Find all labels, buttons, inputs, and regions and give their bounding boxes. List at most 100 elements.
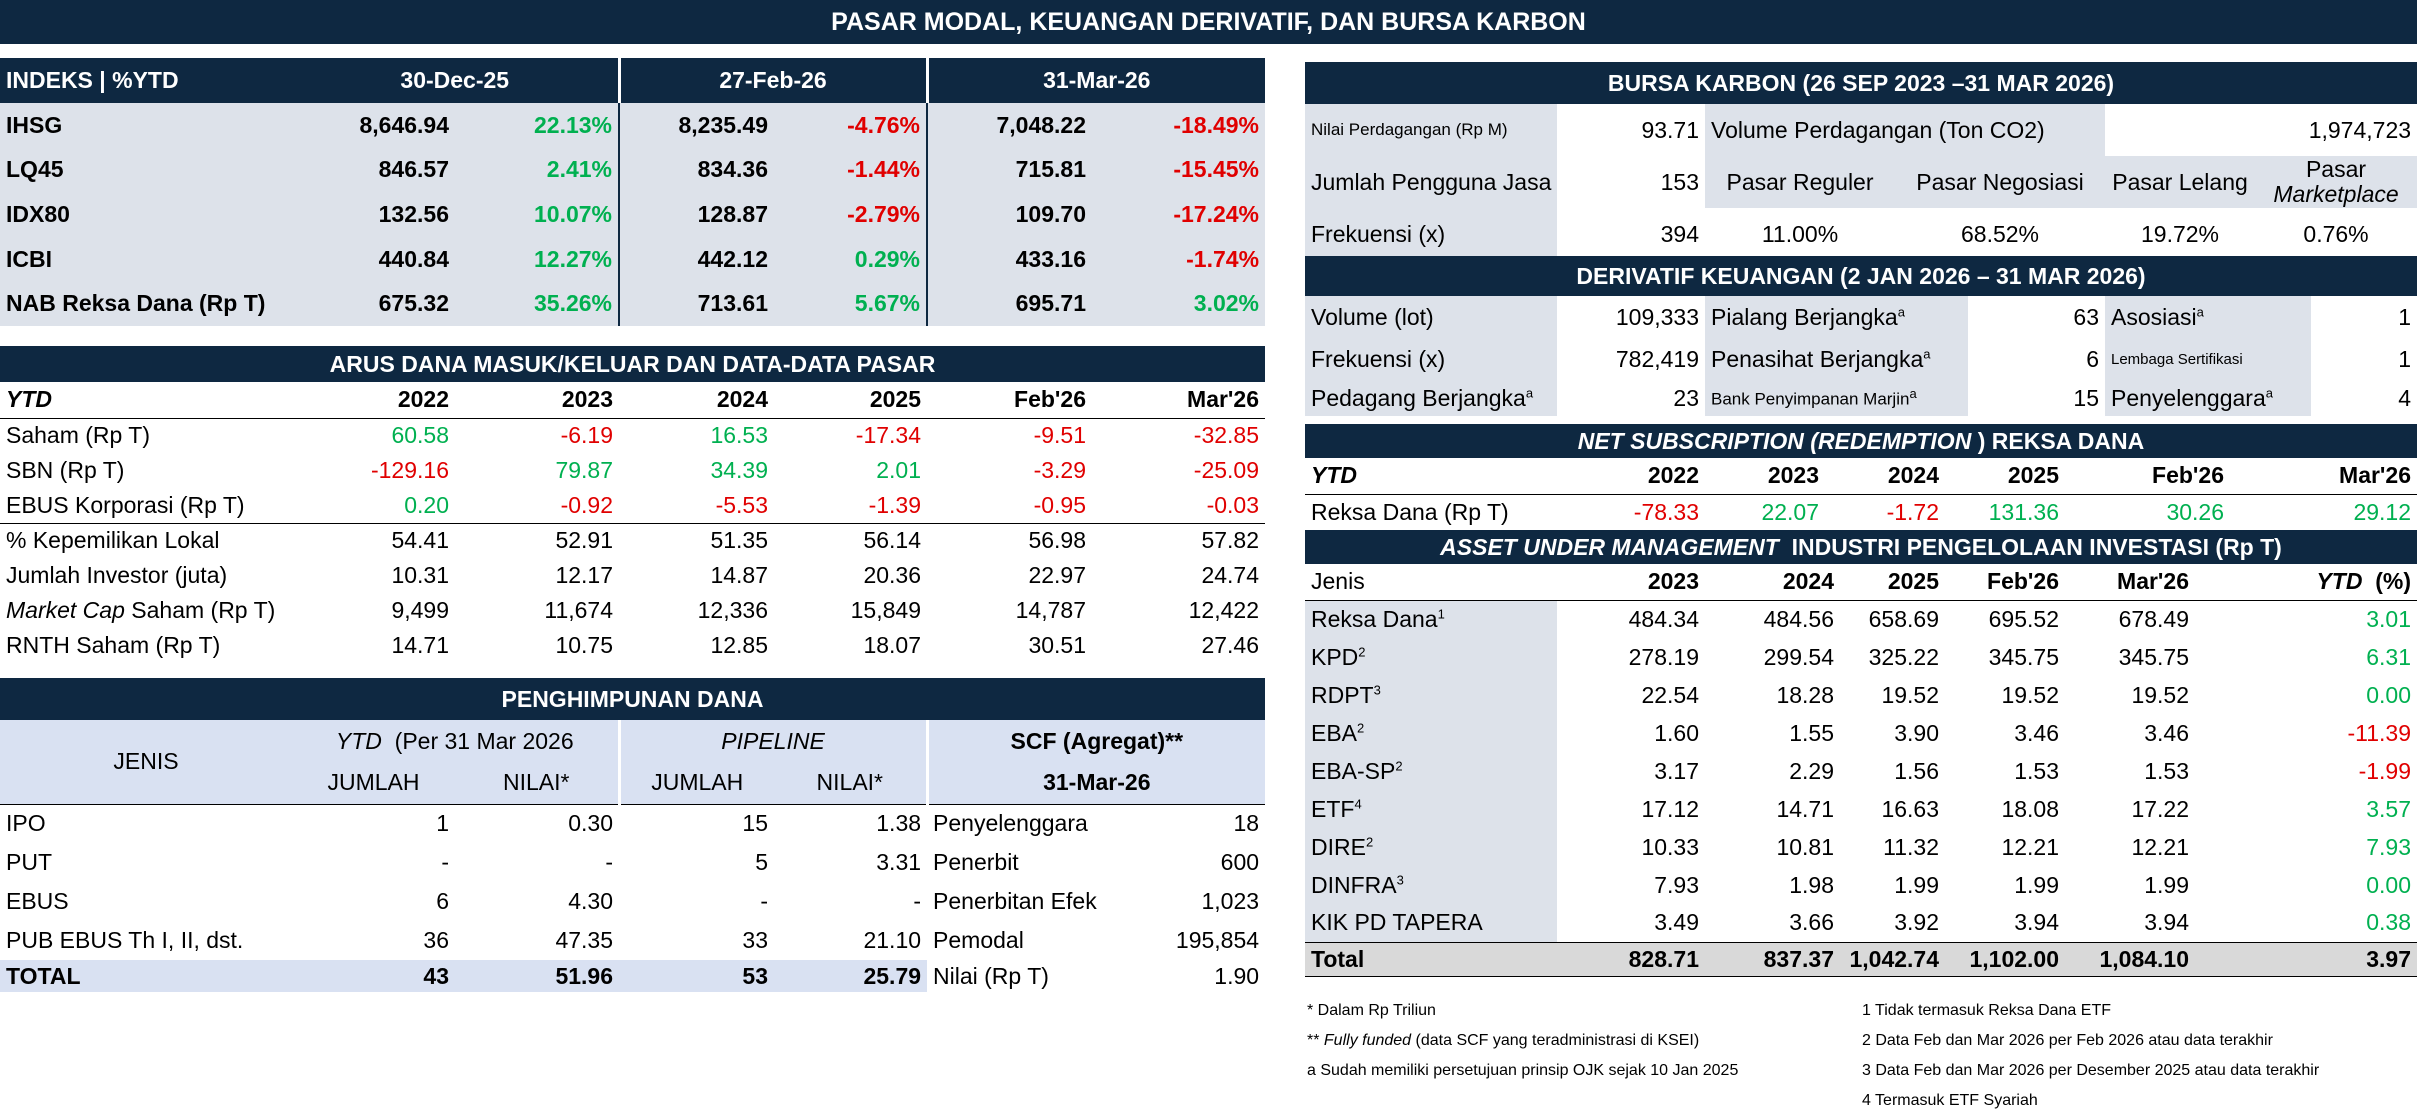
himpun-scf-value: 600 <box>1220 849 1260 875</box>
arus-value: 52.91 <box>455 522 619 558</box>
netsub-feb: 30.26 <box>2065 493 2230 530</box>
page-title: PASAR MODAL, KEUANGAN DERIVATIF, DAN BUR… <box>0 0 2417 44</box>
aum-row: DIRE2 10.33 10.81 11.32 12.21 12.21 7.93 <box>1305 828 2417 866</box>
karbon-pasar-lelang-value: 19.72% <box>2141 220 2220 247</box>
aum-value: 22.54 <box>1641 681 1699 708</box>
aum-value: 10.81 <box>1776 833 1834 860</box>
derivatif-table: DERIVATIF KEUANGAN (2 JAN 2026 – 31 MAR … <box>1305 256 2417 416</box>
netsub-row: Reksa Dana (Rp T) -78.33 22.07 -1.72 131… <box>1305 493 2417 530</box>
arus-value: 14.71 <box>391 632 449 658</box>
himpun-jumlah-1: JUMLAH <box>292 762 455 805</box>
arus-value: -0.03 <box>1206 491 1259 518</box>
aum-value: 3.94 <box>2144 909 2189 936</box>
arus-value: -129.16 <box>370 457 449 483</box>
arus-value: 0.20 <box>404 491 449 518</box>
himpun-jumlah: - <box>441 849 449 875</box>
note-2: 2 Data Feb dan Mar 2026 per Feb 2026 ata… <box>1862 1032 2273 1049</box>
derivatif-value: 109,333 <box>1615 303 1699 330</box>
aum-value: 19.52 <box>1881 681 1939 708</box>
aum-value: 10.33 <box>1641 833 1699 860</box>
indeks-value: 715.81 <box>926 147 1092 192</box>
aum-value: 658.69 <box>1840 599 1945 638</box>
indeks-pct: 12.27% <box>533 245 612 272</box>
netsub-2025: 131.36 <box>1945 493 2065 530</box>
arus-header-cell: 2023 <box>561 386 613 413</box>
himpun-nilai-2: NILAI* <box>774 762 928 805</box>
himpun-jumlah: 1 <box>436 810 449 837</box>
indeks-pct: -18.49% <box>1173 111 1260 138</box>
arus-label: RNTH Saham (Rp T) <box>6 632 221 658</box>
aum-ytd: -1.99 <box>2358 757 2411 784</box>
arus-header-cell: 2025 <box>869 386 921 413</box>
arus-value: 11,674 <box>544 597 613 623</box>
arus-row: Market Cap Saham (Rp T) 9,499 11,674 12,336… <box>0 593 1265 628</box>
arus-value: 20.36 <box>863 562 921 588</box>
himpun-pipeline-nilai: 3.31 <box>876 849 922 875</box>
aum-value: 278.19 <box>1628 643 1699 670</box>
arus-value: -25.09 <box>1193 457 1259 483</box>
arus-value: 12.85 <box>710 632 768 658</box>
aum-jenis: Reksa Dana1 <box>1305 599 1557 638</box>
derivatif-label: Penyelenggaraa <box>2105 380 2311 416</box>
netsub-table: NET SUBSCRIPTION (REDEMPTION ) REKSA DAN… <box>1305 424 2417 530</box>
indeks-row: ICBI 440.84 12.27% 442.12 0.29% 433.16 -1.74% <box>0 237 1266 281</box>
himpun-total-value: 25.79 <box>774 960 928 992</box>
aum-jenis: DINFRA3 <box>1305 866 1557 904</box>
arus-value: 22.97 <box>1028 562 1086 588</box>
aum-value: 695.52 <box>1945 599 2065 638</box>
arus-value: -1.39 <box>868 491 921 518</box>
arus-value: 56.14 <box>774 522 927 558</box>
aum-ytd: 0.00 <box>2366 681 2411 708</box>
aum-value: 3.92 <box>1894 909 1939 936</box>
aum-ytd: 3.01 <box>2195 599 2417 638</box>
arus-value: 30.51 <box>1028 632 1086 658</box>
indeks-pct: 0.29% <box>854 245 920 272</box>
arus-label: % Kepemilikan Lokal <box>0 522 292 558</box>
himpun-scf-nilai-label: Nilai (Rp T) <box>933 962 1049 989</box>
indeks-value: 7,048.22 <box>926 103 1092 147</box>
arus-value: -5.53 <box>715 491 768 518</box>
himpun-scf-value: 1,023 <box>1201 888 1260 914</box>
aum-jenis: DIRE2 <box>1305 828 1557 866</box>
karbon-nilai-value: 93.71 <box>1641 116 1699 143</box>
arus-label: SBN (Rp T) <box>6 457 125 483</box>
netsub-header-2025: 2025 <box>2007 462 2059 489</box>
aum-value: 3.17 <box>1654 757 1699 784</box>
arus-value: 60.58 <box>292 417 455 453</box>
indeks-pct: 22.13% <box>533 111 612 138</box>
arus-value: 10.31 <box>391 562 449 588</box>
derivatif-label: Lembaga Sertifikasi <box>2105 338 2311 380</box>
karbon-volume-value: 1,974,723 <box>2308 116 2412 143</box>
indeks-value: 442.12 <box>618 237 774 281</box>
aum-value: 19.52 <box>2131 681 2189 708</box>
aum-total-value: 3.97 <box>2195 941 2417 977</box>
arus-row: Jumlah Investor (juta) 10.31 12.17 14.87 20.… <box>0 558 1265 593</box>
note-3: 3 Data Feb dan Mar 2026 per Desember 202… <box>1862 1062 2320 1079</box>
arus-label: Jumlah Investor (juta) <box>6 562 228 588</box>
himpun-jumlah: 36 <box>423 927 449 953</box>
aum-title: ASSET UNDER MANAGEMENT INDUSTRI PENGELOL… <box>1305 530 2417 564</box>
aum-row: KIK PD TAPERA 3.49 3.66 3.92 3.94 3.94 0.38 <box>1305 904 2417 942</box>
himpun-pipeline-jumlah: 5 <box>755 849 769 875</box>
indeks-pct: 5.67% <box>854 290 920 316</box>
himpun-total-value: 43 <box>292 960 455 992</box>
aum-value: 1.53 <box>2144 757 2189 784</box>
arus-value: -0.92 <box>560 491 613 518</box>
indeks-name: LQ45 <box>6 156 64 182</box>
aum-jenis: RDPT3 <box>1305 676 1557 714</box>
indeks-header-label: INDEKS | %YTD <box>0 58 292 103</box>
indeks-value: 132.56 <box>378 201 449 227</box>
netsub-title: NET SUBSCRIPTION (REDEMPTION ) REKSA DAN… <box>1305 424 2417 458</box>
aum-value: 2.29 <box>1789 757 1834 784</box>
netsub-header-2022: 2022 <box>1647 462 1699 489</box>
himpun-jumlah-2: JUMLAH <box>617 762 775 805</box>
aum-value: 1.56 <box>1894 757 1939 784</box>
arus-value: 9,499 <box>391 597 449 623</box>
aum-value: 14.71 <box>1776 795 1834 822</box>
aum-value: 3.94 <box>2014 909 2059 936</box>
arus-row: SBN (Rp T) -129.16 79.87 34.39 2.01 -3.29 -25.… <box>0 453 1265 488</box>
arus-value: -3.29 <box>1033 457 1086 483</box>
netsub-header-2023: 2023 <box>1767 462 1819 489</box>
indeks-row: LQ45 846.57 2.41% 834.36 -1.44% 715.81 -15.45% <box>0 147 1266 192</box>
arus-label: EBUS Korporasi (Rp T) <box>6 491 245 518</box>
